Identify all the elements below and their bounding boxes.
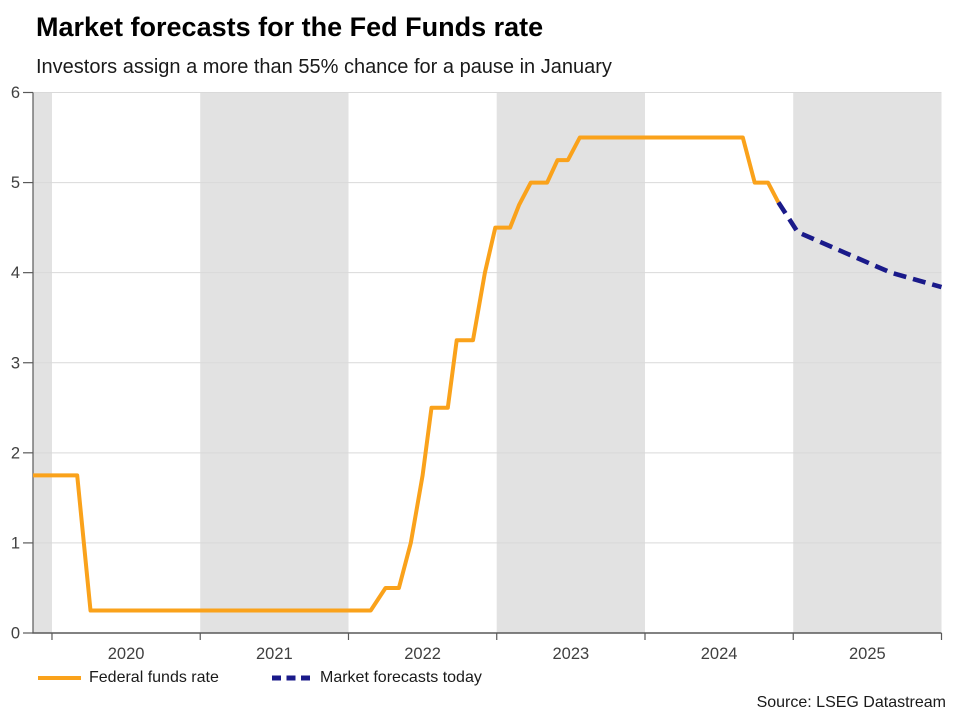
x-tick-label-2023: 2023 [553, 645, 590, 663]
x-tick-label-2024: 2024 [701, 645, 738, 663]
series-line-market-forecasts-today [776, 201, 943, 290]
y-tick-label-6: 6 [11, 84, 20, 102]
x-tick-label-2021: 2021 [256, 645, 293, 663]
x-tick-label-2025: 2025 [849, 645, 886, 663]
x-tick-label-2022: 2022 [404, 645, 441, 663]
y-tick-label-3: 3 [11, 354, 20, 372]
legend-label-federal-funds-rate: Federal funds rate [89, 669, 219, 686]
source-credit: Source: LSEG Datastream [756, 694, 946, 711]
solid-line-swatch-icon [38, 676, 81, 680]
chart-subtitle: Investors assign a more than 55% chance … [36, 56, 612, 78]
x-tick-label-2020: 2020 [108, 645, 145, 663]
y-tick-label-5: 5 [11, 174, 20, 192]
y-tick-label-4: 4 [11, 264, 20, 282]
legend-item-federal-funds-rate: Federal funds rate [38, 666, 219, 690]
legend-item-market-forecasts: Market forecasts today [272, 666, 482, 690]
y-tick-label-1: 1 [11, 534, 20, 552]
series-line-federal-funds-rate [33, 135, 781, 613]
y-tick-label-2: 2 [11, 444, 20, 462]
y-tick-label-0: 0 [11, 625, 20, 643]
chart-legend: Federal funds rate Market forecasts toda… [0, 666, 960, 690]
legend-label-market-forecasts: Market forecasts today [320, 669, 482, 686]
dashed-line-swatch-icon [272, 675, 312, 681]
chart-title: Market forecasts for the Fed Funds rate [36, 12, 544, 42]
